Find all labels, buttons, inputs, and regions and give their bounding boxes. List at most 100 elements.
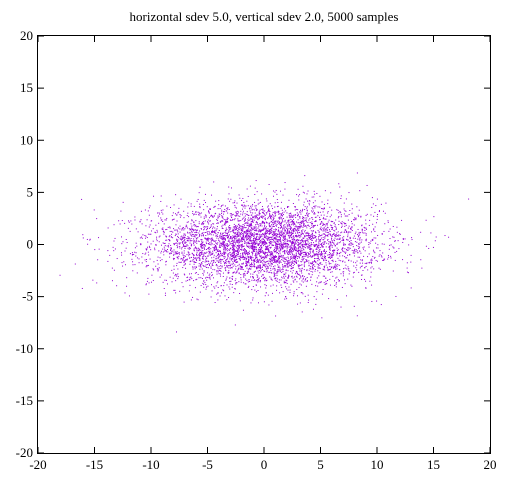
data-point [227, 245, 229, 247]
data-point [255, 207, 257, 209]
data-point [175, 213, 177, 215]
data-point [348, 243, 350, 245]
data-point [170, 248, 172, 250]
data-point [306, 209, 308, 211]
data-point [281, 246, 283, 248]
data-point [278, 255, 280, 257]
data-point [272, 259, 274, 261]
data-point [323, 243, 325, 245]
data-point [237, 215, 239, 217]
data-point [263, 222, 265, 224]
data-point [259, 214, 261, 216]
data-point [282, 237, 284, 239]
data-point [299, 222, 301, 223]
data-point [372, 238, 374, 240]
data-point [277, 211, 279, 213]
data-point [184, 238, 186, 240]
data-point [265, 234, 267, 236]
data-point [343, 231, 345, 233]
data-point [342, 261, 344, 263]
data-point [298, 253, 300, 255]
data-point [305, 240, 307, 242]
data-point [207, 238, 209, 240]
data-point [278, 265, 280, 267]
data-point [267, 254, 269, 256]
data-point [277, 241, 279, 243]
data-point [241, 236, 243, 238]
data-point [311, 239, 313, 241]
data-point [398, 248, 400, 250]
data-point [235, 238, 237, 240]
data-point [274, 256, 276, 258]
data-point [247, 228, 249, 230]
data-point [228, 186, 230, 188]
data-point [252, 217, 254, 219]
data-point [245, 265, 247, 267]
data-point [319, 211, 321, 213]
data-point [435, 236, 437, 238]
data-point [218, 200, 220, 202]
data-point [282, 291, 284, 293]
data-point [338, 216, 340, 217]
data-point [353, 224, 355, 226]
data-point [244, 213, 246, 215]
data-point [281, 230, 283, 232]
data-point [361, 260, 363, 262]
data-point [176, 252, 178, 254]
data-point [269, 252, 271, 254]
data-point [233, 257, 235, 259]
data-point [347, 227, 349, 229]
data-point [266, 243, 268, 245]
data-point [322, 208, 324, 210]
data-point [229, 213, 231, 215]
data-point [266, 232, 268, 234]
data-point [82, 234, 84, 236]
data-point [254, 217, 256, 219]
data-point [314, 231, 316, 233]
data-point [227, 233, 229, 235]
data-point [176, 251, 178, 253]
data-point [298, 222, 300, 224]
data-point [220, 215, 222, 217]
data-point [208, 238, 210, 240]
data-point [304, 244, 306, 246]
data-point [151, 220, 153, 222]
data-point [265, 226, 267, 228]
data-point [195, 220, 197, 222]
data-point [370, 262, 372, 264]
data-point [309, 273, 311, 275]
data-point [217, 267, 219, 269]
data-point [317, 252, 319, 254]
data-point [210, 214, 212, 216]
data-point [235, 207, 237, 209]
data-point [242, 262, 244, 264]
data-point [263, 221, 265, 223]
data-point [292, 280, 294, 282]
data-point [265, 228, 267, 230]
data-point [248, 262, 250, 264]
data-point [316, 291, 318, 293]
data-point [290, 258, 292, 260]
data-point [337, 231, 339, 233]
data-point [269, 226, 271, 228]
data-point [226, 208, 228, 210]
data-point [267, 205, 269, 207]
data-point [236, 225, 238, 227]
data-point [301, 217, 303, 219]
data-point [284, 251, 286, 253]
data-point [267, 267, 269, 269]
data-point [329, 247, 331, 249]
data-point [241, 246, 243, 248]
data-point [250, 273, 252, 275]
data-point [292, 250, 294, 252]
data-point [330, 243, 332, 245]
data-point [260, 216, 262, 218]
data-point [156, 231, 158, 233]
data-point [239, 253, 241, 255]
data-point [232, 230, 234, 231]
data-point [272, 225, 274, 227]
data-point [293, 257, 295, 259]
data-point [323, 241, 325, 243]
data-point [223, 290, 225, 292]
data-point [193, 230, 195, 232]
